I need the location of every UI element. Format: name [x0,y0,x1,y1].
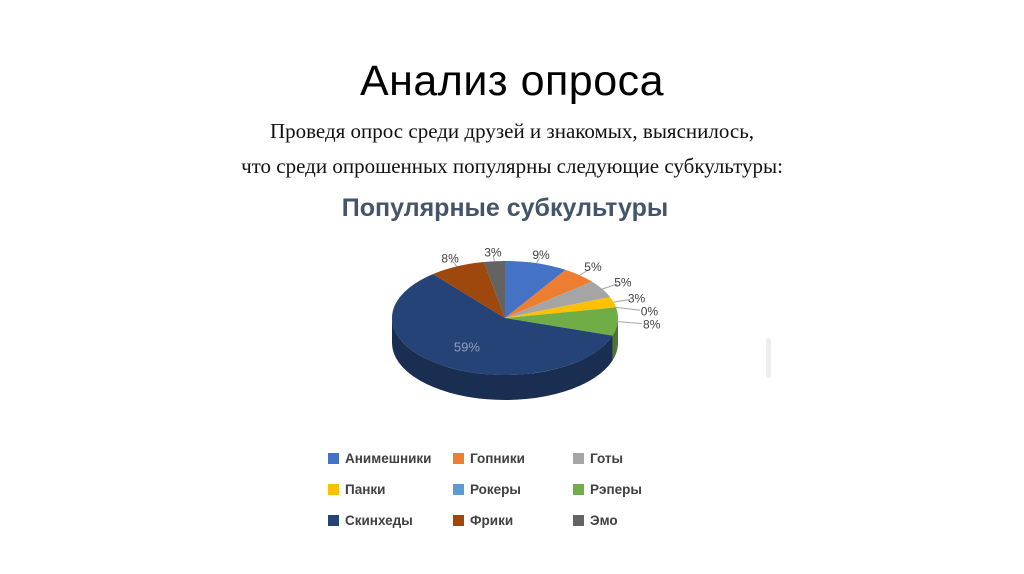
legend-marker [453,453,464,464]
legend-label: Панки [345,482,386,497]
legend-item: Скинхеды [328,512,453,529]
pie-data-label: 8% [643,317,661,331]
label-leader-line [492,254,495,262]
label-leader-line [615,306,641,311]
pie-slice [505,261,566,318]
pie-data-label: 3% [484,245,502,259]
pie-data-label: 59% [454,339,480,354]
legend-item: Рэперы [573,481,678,498]
legend-label: Гопники [470,451,525,466]
pie-data-label: 5% [584,260,602,274]
pie-slice [505,307,618,336]
legend-label: Готы [590,451,624,466]
chart-title: Популярные субкультуры [341,194,669,222]
legend-item: Рокеры [453,481,573,498]
pie-data-label: 8% [441,251,459,265]
pie-slice [432,262,505,318]
legend-item: Гопники [453,450,573,467]
legend-item: Анимешники [328,450,453,467]
pie-slice-side [392,318,613,400]
pie-slice [505,297,616,318]
legend-marker [573,484,584,495]
legend-label: Анимешники [345,451,432,466]
legend-label: Рокеры [470,482,521,497]
label-leader-line [536,256,541,264]
subtitle-line-1: Проведя опрос среди друзей и знакомых, в… [269,119,755,143]
legend-item: Готы [573,450,678,467]
legend-label: Рэперы [590,482,642,497]
pie-data-label: 5% [614,275,632,289]
legend-label: Фрики [470,513,514,528]
pie-data-label: 3% [628,291,646,305]
pie-slice-side [612,318,618,361]
pie-slice [505,281,611,318]
pie-data-label: 9% [532,248,550,262]
pie-slice [392,274,613,375]
legend-marker [453,484,464,495]
legend-marker [328,484,339,495]
legend-marker [328,515,339,526]
page-title: Анализ опроса [359,57,665,105]
legend-marker [573,515,584,526]
label-leader-line [602,283,618,290]
pie-slice [483,261,505,318]
pie-data-label: 0% [641,304,659,318]
legend-label: Скинхеды [345,513,413,528]
subtitle-line-2: что среди опрошенных популярны следующие… [241,154,783,178]
label-leader-line [579,268,590,276]
pie-slice [505,269,593,318]
legend-marker [328,453,339,464]
label-leader-line [617,321,643,325]
chart-legend: Анимешники Гопники Готы Панки Рокеры Рэперы Ск… [328,450,678,529]
legend-marker [453,515,464,526]
pie-chart-3d: 59%3% 9%8%5%5%3%0%8% [392,245,661,400]
legend-item: Панки [328,481,453,498]
label-leader-line [451,260,458,267]
legend-marker [573,453,584,464]
legend-item: Фрики [453,512,573,529]
legend-label: Эмо [590,513,618,528]
label-leader-line [613,298,631,303]
legend-item: Эмо [573,512,678,529]
decor-scroll-line [766,338,771,378]
